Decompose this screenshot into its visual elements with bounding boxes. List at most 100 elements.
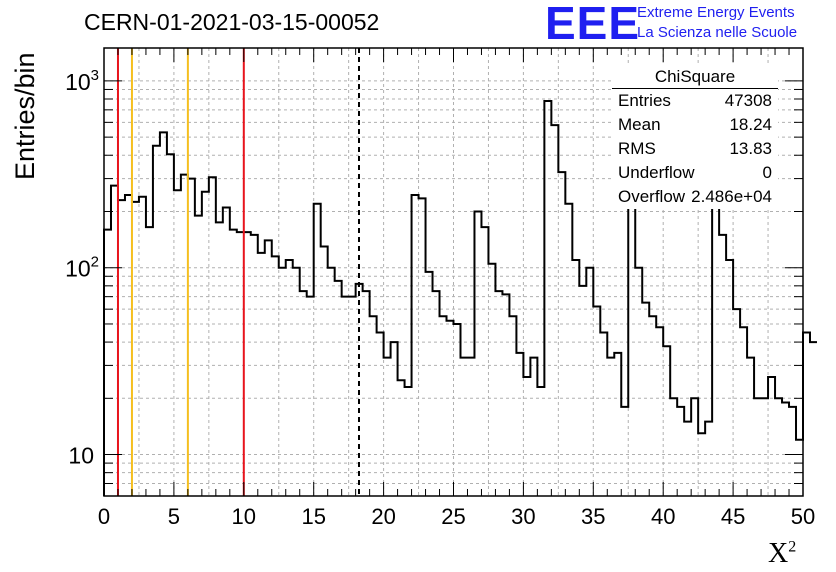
histogram-bin <box>405 387 412 496</box>
histogram-bin <box>523 377 530 496</box>
histogram-bin <box>670 398 677 496</box>
x-tick-label: 0 <box>98 504 110 529</box>
histogram-bin <box>796 440 803 496</box>
histogram-bin <box>530 358 537 496</box>
histogram-bin <box>712 187 719 496</box>
x-tick-label: 35 <box>581 504 605 529</box>
histogram-bin <box>258 253 265 496</box>
histogram-bin <box>460 358 467 496</box>
x-axis-label-base: X <box>768 538 789 569</box>
histogram-bin <box>803 333 810 496</box>
brand-line-2: La Scienza nelle Scuole <box>637 24 798 41</box>
histogram-bin <box>481 227 488 496</box>
chart-title: CERN-01-2021-03-15-00052 <box>84 9 380 35</box>
histogram-bin <box>146 227 153 496</box>
x-tick-label: 10 <box>232 504 256 529</box>
histogram-bin <box>251 235 258 496</box>
histogram-bin <box>621 407 628 496</box>
histogram-bin <box>768 377 775 496</box>
histogram-bin <box>733 309 740 496</box>
stats-key: RMS <box>618 139 656 158</box>
histogram-bin <box>607 358 614 496</box>
x-tick-label: 50 <box>791 504 815 529</box>
histogram-bin <box>286 260 293 496</box>
histogram-bin <box>132 202 139 496</box>
histogram-bin <box>656 327 663 496</box>
histogram-bin <box>153 146 160 496</box>
histogram-bin <box>377 333 384 496</box>
histogram-bin <box>384 358 391 496</box>
histogram-bin <box>642 303 649 496</box>
histogram-bin <box>125 195 132 496</box>
histogram-bin <box>600 333 607 496</box>
histogram-bin <box>307 297 314 496</box>
histogram-bin <box>314 204 321 496</box>
x-axis-label: X2 <box>768 538 796 570</box>
stats-box: ChiSquare Entries 47308 Mean 18.24 RMS 13.8… <box>612 66 778 209</box>
histogram-bin <box>495 291 502 496</box>
x-tick-label: 15 <box>301 504 325 529</box>
histogram-bin <box>726 260 733 496</box>
histogram-bin <box>349 297 356 496</box>
y-tick-label: 10 <box>68 443 94 469</box>
histogram-bin <box>810 342 817 496</box>
histogram-bin <box>370 316 377 496</box>
histogram-bin <box>440 316 447 496</box>
histogram-bin <box>174 190 181 496</box>
histogram-bin <box>565 204 572 496</box>
eee-logo: EEE <box>545 0 641 49</box>
histogram-bin <box>663 346 670 496</box>
histogram-bin <box>237 232 244 496</box>
histogram-bin <box>635 268 642 496</box>
brand-line-1: Extreme Energy Events <box>637 4 795 21</box>
stats-row-entries: Entries 47308 <box>612 89 778 113</box>
histogram-bin <box>412 195 419 496</box>
histogram-bin <box>593 307 600 496</box>
histogram-bin <box>104 230 111 496</box>
histogram-bin <box>202 192 209 496</box>
histogram-bin <box>230 230 237 496</box>
histogram-bin <box>139 197 146 496</box>
histogram-bin <box>747 358 754 496</box>
stats-title: ChiSquare <box>612 66 778 89</box>
histogram-bin <box>558 172 565 496</box>
histogram-bin <box>342 297 349 496</box>
histogram-bin <box>628 193 635 496</box>
histogram-bin <box>775 398 782 496</box>
histogram-bin <box>265 240 272 496</box>
histogram-bin <box>181 175 188 496</box>
histogram-bin <box>300 291 307 496</box>
histogram-bin <box>516 353 523 496</box>
x-tick-label: 45 <box>721 504 745 529</box>
histogram-bin <box>649 316 656 496</box>
histogram-bin <box>537 387 544 496</box>
histogram-bin <box>328 268 335 496</box>
stats-value: 47308 <box>724 91 772 110</box>
stats-row-mean: Mean 18.24 <box>612 113 778 137</box>
histogram-bin <box>419 198 426 496</box>
histogram-bin <box>209 177 216 496</box>
histogram-bin <box>454 324 461 496</box>
histogram-bin <box>293 268 300 496</box>
stats-value: 2.486e+04 <box>691 187 772 206</box>
histogram-bin <box>509 316 516 496</box>
y-tick-label: 103 <box>65 67 99 95</box>
histogram-bin <box>698 433 705 496</box>
histogram-bin <box>677 407 684 496</box>
histogram-bin <box>782 402 789 496</box>
x-tick-label: 25 <box>441 504 465 529</box>
histogram-bin <box>467 358 474 496</box>
histogram-bin <box>111 186 118 496</box>
stats-row-rms: RMS 13.83 <box>612 137 778 161</box>
stats-value: 0 <box>762 163 772 182</box>
stats-row-overflow: Overflow 2.486e+04 <box>612 185 778 209</box>
histogram-bin <box>167 154 174 496</box>
histogram-bin <box>705 422 712 496</box>
stats-value: 18.24 <box>729 115 772 134</box>
stats-value: 13.83 <box>729 139 772 158</box>
histogram-bin <box>160 132 167 496</box>
histogram-bin <box>118 200 125 496</box>
histogram-bin <box>426 272 433 496</box>
x-tick-label: 20 <box>371 504 395 529</box>
